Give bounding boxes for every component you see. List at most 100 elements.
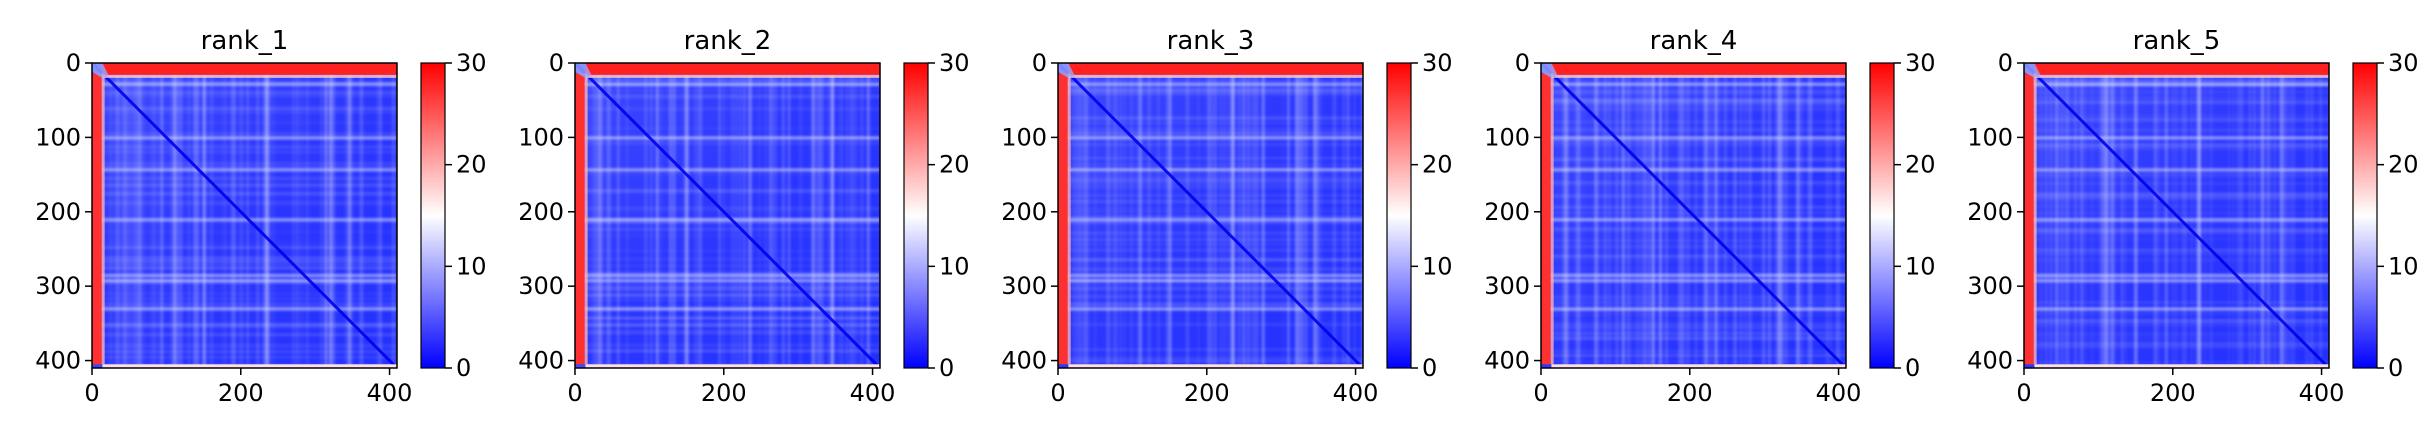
texture-vband [1114,63,1118,368]
texture-vband [1246,63,1250,368]
texture-hband [1058,208,1363,210]
top-band-edge [585,74,880,78]
texture-vband [2111,63,2116,368]
texture-vband [159,63,164,368]
texture-hband [575,286,880,290]
texture-hband [2024,345,2329,349]
y-tick-label: 400 [518,347,564,375]
texture-hband [575,343,880,347]
colorbar-tick-label: 10 [939,252,970,280]
texture-vband [132,63,136,368]
texture-hband [92,343,397,348]
colorbar-tick-label: 20 [1905,151,1936,179]
red-left-band [1058,73,1068,365]
texture-vband [1222,63,1226,368]
texture-hband [575,206,880,209]
texture-hband [575,106,880,109]
diagonal-line [1541,63,1846,368]
texture-vband [1665,63,1668,368]
texture-vband [2171,63,2175,368]
x-tick-label: 0 [567,379,582,407]
texture-hband [1058,200,1363,204]
texture-hband [1058,157,1363,160]
texture-vband [1214,63,1218,368]
texture-hband [2024,96,2329,101]
texture-hband [575,257,880,261]
texture-vband [256,63,260,368]
texture-vband [2258,63,2261,368]
light-col-band [1231,63,1235,368]
texture-vband [616,63,619,368]
texture-vband [1603,63,1606,368]
heatmap-texture [1541,63,1846,368]
texture-vband [607,63,611,368]
light-row-band [92,82,397,86]
texture-vband [1147,63,1151,368]
texture-hband [92,356,397,359]
texture-hband [1541,181,1846,185]
texture-vband [853,63,855,368]
texture-vband [649,63,653,368]
texture-vband [700,63,703,368]
x-tick-label: 400 [1816,379,1862,407]
y-tick-label: 400 [35,347,81,375]
texture-vband [1157,63,1160,368]
texture-hband [1541,322,1846,327]
top-band-edge [1551,74,1846,78]
light-row-band [1541,218,1846,222]
diagonal-line [2024,63,2329,368]
texture-vband [1304,63,1309,368]
texture-hband [1541,301,1846,306]
x-tick-label: 0 [1050,379,1065,407]
texture-vband [2049,63,2053,368]
texture-vband [2291,63,2295,368]
texture-vband [391,63,395,368]
texture-vband [1829,63,1832,368]
texture-vband [1643,63,1647,368]
light-row-band [1058,279,1363,283]
light-col-band [1138,63,1142,368]
texture-vband [820,63,824,368]
texture-hband [575,234,880,237]
bottom-edge-strip [1068,364,1363,368]
chart-title: rank_2 [684,26,772,56]
texture-hband [2024,90,2329,95]
texture-vband [153,63,155,368]
texture-hband [575,287,880,291]
texture-hband [1058,348,1363,351]
texture-hband [1541,158,1846,161]
texture-hband [575,265,880,267]
texture-vband [617,63,620,368]
texture-hband [1541,205,1846,209]
texture-hband [575,298,880,301]
texture-vband [2164,63,2169,368]
texture-vband [1299,63,1304,368]
texture-vband [238,63,242,368]
texture-vband [1354,63,1356,368]
light-row-band [2024,307,2329,311]
texture-hband [575,94,880,97]
light-col-band [329,63,333,368]
texture-vband [605,63,609,368]
texture-vband [193,63,198,368]
bottom-edge-strip [2034,364,2329,368]
light-col-band [1796,63,1800,368]
texture-hband [2024,248,2329,252]
red-top-band [1068,63,1363,75]
texture-hband [92,257,397,262]
texture-vband [1705,63,1709,368]
left-band-edge [1067,73,1071,365]
light-row-band [1058,274,1363,278]
texture-vband [1635,63,1640,368]
texture-vband [1596,63,1601,368]
light-row-band [92,279,397,283]
texture-hband [92,81,397,84]
texture-hband [1058,91,1363,96]
texture-hband [2024,334,2329,337]
x-tick-label: 400 [1333,379,1379,407]
texture-hband [2024,146,2329,150]
light-row-band [575,307,880,311]
colorbar-tick-label: 20 [456,151,487,179]
texture-vband [1321,63,1323,368]
